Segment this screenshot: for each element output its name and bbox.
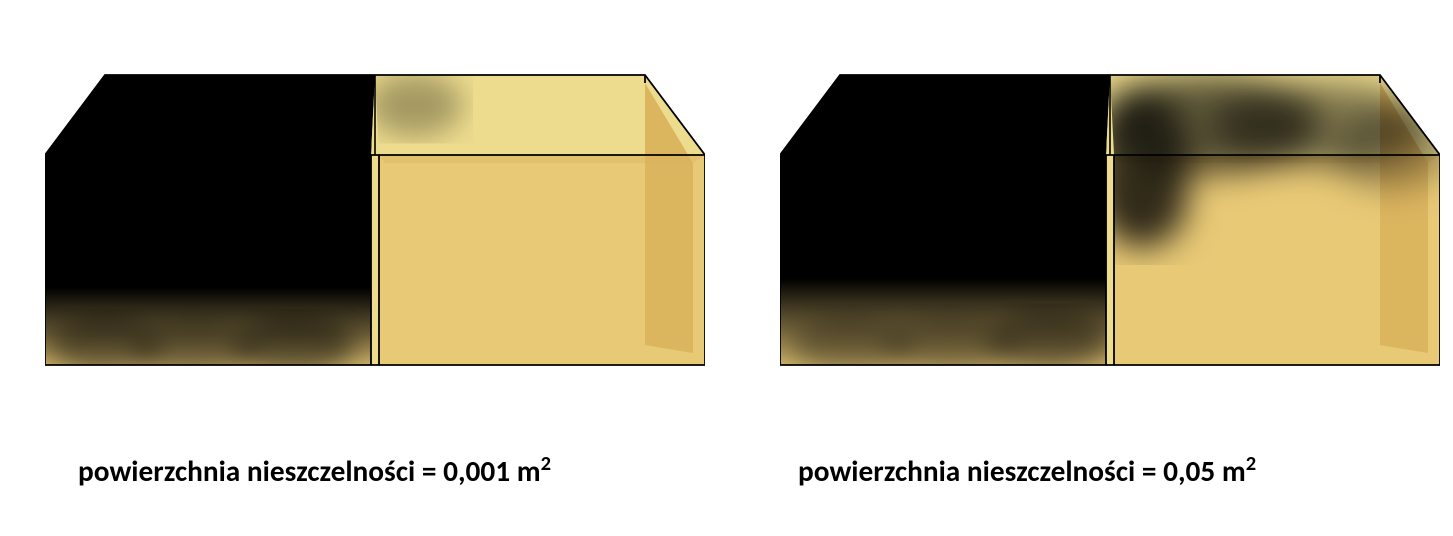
right-room-inner-back	[379, 155, 705, 163]
box-3d-left	[45, 45, 705, 375]
caption-left-value: 0,001 m	[443, 453, 541, 489]
smoke-left-chamber	[780, 75, 1120, 375]
caption-left-prefix: powierzchnia nieszczelności =	[78, 453, 443, 489]
caption-left-sup: 2	[541, 450, 551, 476]
caption-right: powierzchnia nieszczelności = 0,05 m2	[798, 450, 1256, 489]
right-room-inner-side	[645, 83, 693, 353]
caption-left: powierzchnia nieszczelności = 0,001 m2	[78, 450, 551, 489]
simulation-panel-left	[45, 45, 705, 375]
smoke-left-chamber	[45, 75, 385, 375]
simulation-panel-right	[780, 45, 1440, 375]
divider-front	[1106, 155, 1114, 365]
caption-right-prefix: powierzchnia nieszczelności =	[798, 453, 1163, 489]
caption-right-value: 0,05 m	[1163, 453, 1246, 489]
box-3d-right	[780, 45, 1440, 375]
caption-right-sup: 2	[1246, 450, 1256, 476]
smoke-right-chamber-puff	[367, 73, 463, 137]
divider-front	[371, 155, 379, 365]
